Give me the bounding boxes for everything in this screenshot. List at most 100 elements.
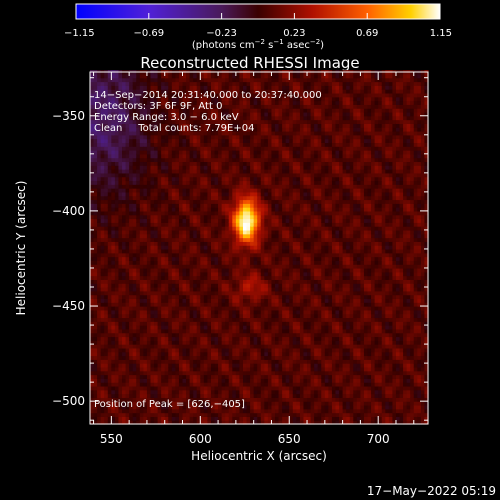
heatmap-cell: [125, 309, 130, 315]
heatmap-cell: [118, 127, 123, 132]
heatmap-cell: [157, 161, 162, 166]
heatmap-cell: [175, 184, 180, 189]
heatmap-cell: [196, 188, 201, 193]
heatmap-cell: [242, 207, 248, 212]
heatmap-cell: [100, 123, 105, 128]
heatmap-cell: [129, 393, 134, 398]
heatmap-cell: [161, 378, 166, 383]
heatmap-cell: [125, 100, 130, 105]
heatmap-cell: [203, 294, 209, 300]
heatmap-cell: [242, 294, 248, 300]
heatmap-cell: [214, 279, 219, 284]
heatmap-cell: [114, 237, 120, 242]
heatmap-cell: [260, 366, 265, 372]
heatmap-cell: [154, 226, 159, 231]
heatmap-cell: [278, 229, 283, 235]
heatmap-cell: [154, 271, 159, 277]
heatmap-cell: [161, 146, 166, 151]
heatmap-cell: [161, 313, 166, 319]
heatmap-cell: [154, 378, 159, 383]
heatmap-cell: [97, 226, 102, 231]
heatmap-cell: [278, 267, 283, 273]
heatmap-cell: [239, 256, 244, 261]
heatmap-cell: [257, 157, 262, 163]
heatmap-cell: [239, 161, 244, 166]
heatmap-cell: [143, 378, 148, 383]
heatmap-cell: [136, 290, 141, 296]
heatmap-cell: [228, 229, 233, 235]
heatmap-cell: [122, 321, 127, 326]
heatmap-cell: [257, 111, 262, 117]
heatmap-cell: [196, 401, 201, 406]
heatmap-cell: [132, 420, 137, 425]
heatmap-cell: [129, 241, 134, 246]
heatmap-cell: [203, 81, 209, 86]
heatmap-cell: [136, 161, 141, 166]
heatmap-cell: [97, 382, 102, 387]
heatmap-cell: [228, 412, 233, 417]
heatmap-cell: [171, 172, 176, 178]
heatmap-cell: [214, 100, 219, 105]
heatmap-cell: [129, 104, 134, 109]
heatmap-cell: [139, 252, 144, 258]
heatmap-cell: [246, 397, 251, 402]
heatmap-cell: [203, 245, 209, 250]
heatmap-cell: [264, 366, 269, 372]
heatmap-cell: [246, 146, 251, 151]
heatmap-cell: [97, 100, 102, 105]
heatmap-cell: [146, 401, 152, 406]
heatmap-cell: [235, 309, 241, 315]
chart-title: Reconstructed RHESSI Image: [140, 54, 359, 72]
heatmap-cell: [118, 226, 123, 231]
heatmap-cell: [253, 420, 258, 425]
heatmap-cell: [107, 237, 112, 242]
heatmap-cell: [235, 412, 241, 417]
heatmap-cell: [214, 226, 219, 231]
heatmap-cell: [253, 73, 258, 79]
heatmap-cell: [164, 226, 169, 231]
heatmap-cell: [203, 241, 209, 246]
heatmap-cell: [260, 332, 265, 338]
heatmap-cell: [253, 283, 258, 288]
heatmap-cell: [182, 290, 187, 296]
heatmap-cell: [200, 89, 205, 94]
heatmap-cell: [171, 115, 176, 121]
heatmap-cell: [242, 104, 248, 109]
heatmap-cell: [107, 404, 112, 410]
heatmap-cell: [171, 199, 176, 204]
heatmap-cell: [186, 271, 191, 277]
heatmap-cell: [111, 347, 116, 353]
heatmap-cell: [264, 271, 269, 277]
heatmap-cell: [186, 100, 191, 105]
heatmap-cell: [264, 287, 269, 292]
heatmap-cell: [228, 317, 233, 322]
heatmap-cell: [157, 404, 162, 410]
heatmap-cell: [171, 298, 176, 303]
heatmap-cell: [260, 100, 265, 105]
heatmap-cell: [253, 389, 258, 395]
heatmap-cell: [210, 96, 216, 102]
heatmap-cell: [210, 321, 216, 326]
heatmap-cell: [143, 115, 148, 121]
heatmap-cell: [267, 77, 273, 83]
heatmap-cell: [228, 271, 233, 277]
heatmap-cell: [218, 378, 223, 383]
heatmap-cell: [253, 256, 258, 261]
heatmap-cell: [260, 264, 265, 269]
heatmap-cell: [242, 408, 248, 414]
heatmap-cell: [246, 134, 251, 140]
heatmap-cell: [189, 176, 194, 182]
heatmap-cell: [193, 237, 198, 242]
heatmap-cell: [221, 203, 226, 208]
heatmap-cell: [111, 226, 116, 231]
heatmap-cell: [97, 267, 102, 273]
heatmap-cell: [250, 287, 255, 292]
heatmap-cell: [150, 389, 155, 395]
heatmap-cell: [129, 378, 134, 383]
heatmap-cell: [193, 340, 198, 345]
heatmap-cell: [90, 298, 95, 303]
heatmap-cell: [267, 146, 273, 151]
heatmap-cell: [150, 241, 155, 246]
heatmap-cell: [154, 210, 159, 216]
heatmap-cell: [136, 347, 141, 353]
